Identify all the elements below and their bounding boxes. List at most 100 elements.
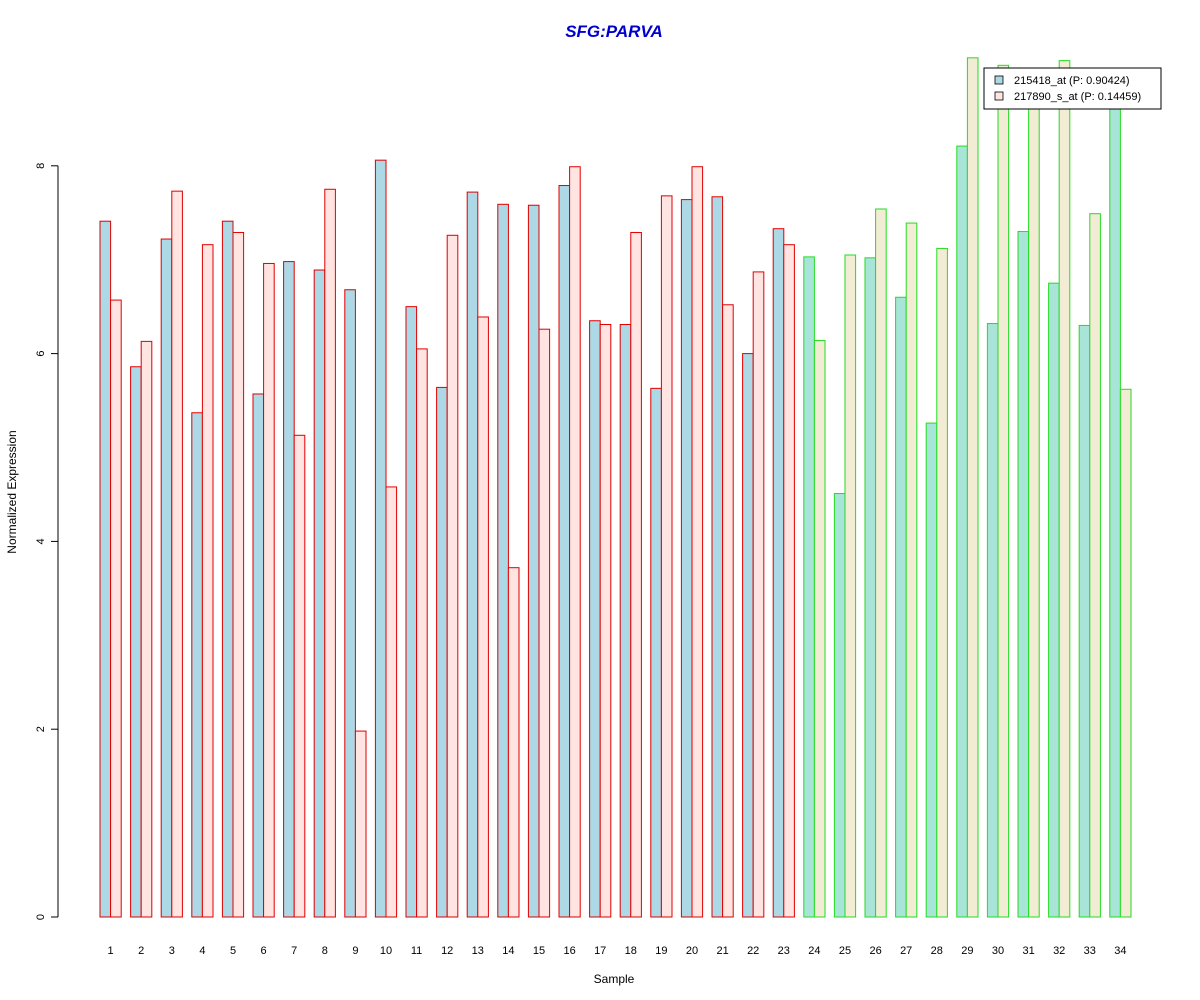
bar-sample-33-series-1 — [1078, 324, 1091, 918]
bar-sample-23-series-2 — [783, 244, 795, 918]
bar-sample-16-series-1 — [558, 185, 571, 918]
bar-sample-5-series-2 — [232, 231, 245, 918]
bar-sample-2-series-1 — [130, 366, 142, 918]
bar-sample-14-series-1 — [497, 203, 509, 918]
bar-sample-5-series-1 — [221, 220, 234, 918]
bar-sample-18-series-1 — [619, 323, 632, 918]
bar-sample-26-series-2 — [875, 208, 887, 918]
bar-sample-27-series-2 — [905, 222, 918, 918]
bar-sample-1-series-2 — [110, 299, 122, 918]
bar-sample-11-series-2 — [416, 348, 428, 918]
bar-sample-15-series-1 — [527, 204, 540, 918]
x-tick-labels: 1 2 3 4 5 6 7 8 9 10 11 12 13 14 15 16 17 18 19 20 21 22 23 24 2… — [108, 945, 1127, 957]
bar-sample-23-series-1 — [772, 228, 785, 918]
x-tick-label-20: 20 — [686, 945, 698, 957]
x-tick-label-6: 6 — [261, 945, 267, 957]
x-tick-label-1: 1 — [108, 945, 114, 957]
bar-sample-22-series-1 — [742, 353, 754, 918]
x-tick-label-30: 30 — [992, 945, 1004, 957]
bar-sample-17-series-2 — [599, 323, 612, 918]
x-tick-label-33: 33 — [1084, 945, 1096, 957]
y-tick-label: 6 — [35, 351, 47, 357]
x-tick-label-22: 22 — [747, 945, 759, 957]
bar-sample-3-series-1 — [160, 238, 173, 918]
x-tick-label-8: 8 — [322, 945, 328, 957]
x-tick-label-5: 5 — [230, 945, 236, 957]
bar-sample-30-series-1 — [986, 323, 999, 918]
x-tick-label-21: 21 — [716, 945, 728, 957]
x-tick-label-29: 29 — [961, 945, 973, 957]
bar-sample-29-series-2 — [966, 57, 979, 918]
bar-sample-31-series-2 — [1028, 104, 1040, 918]
bar-sample-28-series-1 — [925, 422, 938, 918]
bar-sample-24-series-2 — [813, 339, 826, 918]
bar-sample-32-series-2 — [1058, 60, 1071, 918]
x-tick-label-15: 15 — [533, 945, 545, 957]
x-tick-label-34: 34 — [1114, 945, 1126, 957]
x-tick-label-2: 2 — [138, 945, 144, 957]
legend-swatch-series-1 — [994, 75, 1004, 85]
bar-sample-9-series-2 — [354, 730, 367, 918]
bar-sample-27-series-1 — [895, 296, 907, 918]
bar-sample-20-series-1 — [680, 199, 693, 918]
bar-sample-8-series-1 — [313, 269, 326, 918]
bar-sample-13-series-2 — [477, 316, 489, 918]
bars — [99, 57, 1132, 918]
bar-sample-24-series-1 — [803, 256, 815, 918]
bar-sample-17-series-1 — [589, 320, 601, 918]
bar-sample-14-series-2 — [507, 567, 520, 918]
bar-sample-7-series-1 — [283, 261, 295, 918]
x-tick-label-12: 12 — [441, 945, 453, 957]
legend-box — [983, 67, 1162, 110]
x-tick-label-17: 17 — [594, 945, 606, 957]
bar-sample-34-series-1 — [1109, 107, 1121, 918]
x-tick-label-9: 9 — [352, 945, 358, 957]
bar-sample-9-series-1 — [344, 289, 356, 918]
x-tick-label-3: 3 — [169, 945, 175, 957]
x-tick-label-24: 24 — [808, 945, 820, 957]
y-axis-title: Normalized Expression — [5, 430, 19, 553]
bar-sample-21-series-1 — [711, 196, 724, 918]
bar-sample-25-series-1 — [833, 493, 846, 918]
bar-sample-1-series-1 — [99, 220, 112, 918]
x-tick-label-7: 7 — [291, 945, 297, 957]
bar-sample-21-series-2 — [722, 304, 734, 918]
y-tick-label: 8 — [35, 163, 47, 169]
bar-sample-4-series-2 — [201, 244, 214, 918]
x-axis-title: Sample — [594, 972, 635, 986]
bar-sample-29-series-1 — [956, 145, 968, 918]
bar-sample-12-series-1 — [436, 386, 448, 918]
legend-label-series-1: 215418_at (P: 0.90424) — [1014, 75, 1130, 87]
bar-sample-10-series-2 — [385, 486, 398, 918]
bar-sample-4-series-1 — [191, 412, 203, 918]
legend-swatch-series-2 — [994, 91, 1004, 101]
bar-sample-25-series-2 — [844, 254, 857, 918]
y-tick-label: 0 — [35, 914, 47, 920]
bar-sample-32-series-1 — [1048, 282, 1060, 918]
bar-sample-20-series-2 — [691, 166, 704, 918]
bar-sample-12-series-2 — [446, 234, 459, 918]
y-tick-label: 4 — [35, 538, 47, 544]
bar-sample-33-series-2 — [1089, 213, 1101, 918]
bar-sample-31-series-1 — [1017, 231, 1030, 918]
bar-sample-7-series-2 — [293, 434, 306, 918]
bar-sample-28-series-2 — [936, 247, 948, 918]
bar-sample-2-series-2 — [140, 340, 153, 918]
y-tick-label: 2 — [35, 726, 47, 732]
bar-sample-18-series-2 — [630, 231, 642, 918]
bar-sample-26-series-1 — [864, 257, 877, 918]
bar-sample-6-series-1 — [252, 393, 265, 918]
x-tick-label-10: 10 — [380, 945, 392, 957]
x-tick-label-26: 26 — [869, 945, 881, 957]
x-tick-label-4: 4 — [199, 945, 205, 957]
x-tick-label-27: 27 — [900, 945, 912, 957]
bar-sample-10-series-1 — [374, 159, 387, 918]
x-tick-label-16: 16 — [563, 945, 575, 957]
bar-sample-15-series-2 — [538, 328, 551, 918]
x-tick-label-14: 14 — [502, 945, 514, 957]
x-tick-label-19: 19 — [655, 945, 667, 957]
bar-sample-13-series-1 — [466, 191, 479, 918]
y-axis: 0 2 4 6 8 — [35, 163, 59, 920]
bar-sample-6-series-2 — [263, 262, 275, 918]
